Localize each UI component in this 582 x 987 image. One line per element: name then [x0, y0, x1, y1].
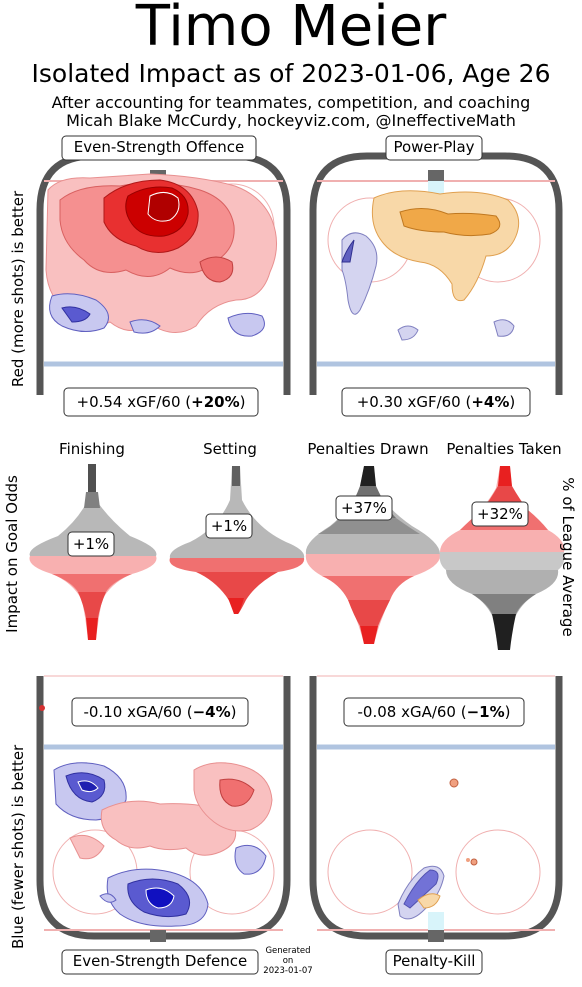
violin-penalties-drawn: [305, 466, 441, 644]
note-line-2: Micah Blake McCurdy, hockeyviz.com, @Ine…: [66, 111, 516, 130]
generated-line-1: Generated: [265, 946, 311, 956]
rink-power-play: [309, 152, 563, 395]
panel-title-es-offence: Even-Strength Offence: [73, 138, 245, 156]
powerplay-heat-shapes: [341, 190, 520, 341]
panel-title-power-play: Power-Play: [393, 138, 475, 156]
page-title: Timo Meier: [135, 0, 447, 59]
ylabel-middle: Impact on Goal Odds: [3, 475, 21, 633]
generated-line-2: on: [282, 956, 294, 966]
violin-penalties-taken: [439, 466, 565, 650]
violin-value-penalties-drawn: +37%: [341, 499, 387, 517]
violin-label-penalties-taken: Penalties Taken: [446, 440, 562, 458]
label-boxes: [61, 135, 531, 975]
stat-power-play-value: +0.30 xGF/60: [356, 393, 461, 411]
violin-value-finishing: +1%: [72, 535, 110, 553]
stat-power-play: +0.30 xGF/60 (+4%): [356, 393, 516, 411]
violin-label-finishing: Finishing: [59, 440, 125, 458]
defence-heat-shapes: [39, 705, 273, 927]
panel-title-penalty-kill: Penalty-Kill: [392, 952, 476, 970]
penaltykill-heat-shapes: [397, 778, 478, 920]
stat-es-defence-pct: −4%: [192, 703, 231, 721]
rink-penalty-kill: [309, 675, 563, 942]
generated-note: Generated on 2023-01-07: [258, 946, 318, 976]
stat-power-play-pct: +4%: [471, 393, 510, 411]
violin-finishing: [29, 464, 157, 640]
violin-value-penalties-taken: +32%: [477, 505, 523, 523]
generated-line-3: 2023-01-07: [263, 966, 313, 976]
stat-penalty-kill-value: -0.08 xGA/60: [357, 703, 456, 721]
note-line-1: After accounting for teammates, competit…: [51, 93, 531, 112]
stat-penalty-kill-pct: −1%: [466, 703, 505, 721]
ylabel-bottom: Blue (fewer shots) is better: [9, 744, 27, 949]
stat-es-offence: +0.54 xGF/60 (+20%): [76, 393, 246, 411]
violin-value-setting: +1%: [210, 517, 248, 535]
page-subtitle: Isolated Impact as of 2023-01-06, Age 26: [31, 59, 551, 88]
violin-label-setting: Setting: [203, 440, 257, 458]
rink-even-strength-defence: [36, 675, 291, 942]
ylabel-right: % of League Average: [559, 477, 577, 637]
stat-penalty-kill: -0.08 xGA/60 (−1%): [357, 703, 511, 721]
ylabel-top: Red (more shots) is better: [9, 190, 27, 388]
violin-label-penalties-drawn: Penalties Drawn: [307, 440, 429, 458]
violin-setting: [169, 466, 305, 614]
stat-es-offence-pct: +20%: [191, 393, 240, 411]
stat-es-defence-value: -0.10 xGA/60: [83, 703, 182, 721]
stat-es-defence: -0.10 xGA/60 (−4%): [83, 703, 237, 721]
panel-title-es-defence: Even-Strength Defence: [72, 952, 248, 970]
stat-es-offence-value: +0.54 xGF/60: [76, 393, 181, 411]
rink-even-strength-offence: [36, 152, 291, 395]
offence-heat-shapes: [45, 173, 277, 337]
